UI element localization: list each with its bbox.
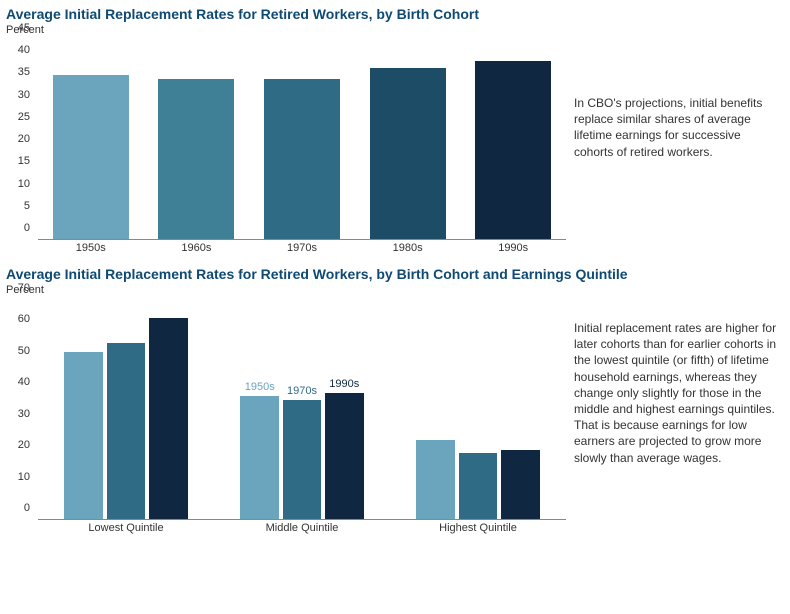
ytick: 15 — [18, 155, 30, 167]
ytick: 70 — [18, 282, 30, 294]
series-label: 1970s — [287, 385, 317, 397]
ytick: 60 — [18, 313, 30, 325]
xlabel: 1970s — [287, 242, 317, 254]
ytick: 25 — [18, 111, 30, 123]
chart2-plot-area: 0102030405060701950s1970s1990sLowest Qui… — [6, 300, 566, 540]
bar-1950s — [53, 75, 129, 239]
xlabel: 1990s — [498, 242, 528, 254]
ytick: 50 — [18, 345, 30, 357]
chart2-annotation: Initial replacement rates are higher for… — [574, 320, 784, 466]
series-label: 1990s — [329, 378, 359, 390]
bar-Highest-Quintile-1950s — [416, 440, 455, 519]
chart1-ylabel: Percent — [0, 24, 790, 40]
ytick: 0 — [24, 502, 30, 514]
series-label: 1950s — [245, 381, 275, 393]
bar-1990s — [475, 61, 551, 239]
bar-Highest-Quintile-1990s — [501, 450, 540, 519]
bar-Middle-Quintile-1950s — [240, 396, 279, 519]
ytick: 40 — [18, 44, 30, 56]
bar-Lowest-Quintile-1970s — [107, 343, 146, 519]
ytick: 20 — [18, 133, 30, 145]
bar-Middle-Quintile-1970s — [283, 400, 322, 519]
chart2-title: Average Initial Replacement Rates for Re… — [0, 260, 790, 284]
chart1-annotation: In CBO's projections, initial benefits r… — [574, 95, 784, 160]
xlabel: 1980s — [393, 242, 423, 254]
bar-1980s — [370, 68, 446, 239]
xlabel: Lowest Quintile — [88, 522, 163, 534]
bar-Highest-Quintile-1970s — [459, 453, 498, 519]
xlabel: Highest Quintile — [439, 522, 517, 534]
bar-1960s — [158, 79, 234, 239]
ytick: 10 — [18, 178, 30, 190]
chart2-panel: 0102030405060701950s1970s1990sLowest Qui… — [0, 300, 790, 540]
chart2-ylabel: Percent — [0, 284, 790, 300]
ytick: 30 — [18, 408, 30, 420]
bar-Lowest-Quintile-1950s — [64, 352, 103, 519]
xlabel: Middle Quintile — [266, 522, 339, 534]
bar-Middle-Quintile-1990s — [325, 393, 364, 519]
ytick: 20 — [18, 439, 30, 451]
chart1-panel: 0510152025303540451950s1960s1970s1980s19… — [0, 40, 790, 260]
ytick: 30 — [18, 89, 30, 101]
chart1-plot-area: 0510152025303540451950s1960s1970s1980s19… — [6, 40, 566, 260]
ytick: 35 — [18, 66, 30, 78]
ytick: 40 — [18, 376, 30, 388]
ytick: 0 — [24, 222, 30, 234]
xlabel: 1960s — [181, 242, 211, 254]
bar-Lowest-Quintile-1990s — [149, 318, 188, 519]
ytick: 5 — [24, 200, 30, 212]
bar-1970s — [264, 79, 340, 239]
ytick: 45 — [18, 22, 30, 34]
chart1-title: Average Initial Replacement Rates for Re… — [0, 0, 790, 24]
xlabel: 1950s — [76, 242, 106, 254]
ytick: 10 — [18, 471, 30, 483]
